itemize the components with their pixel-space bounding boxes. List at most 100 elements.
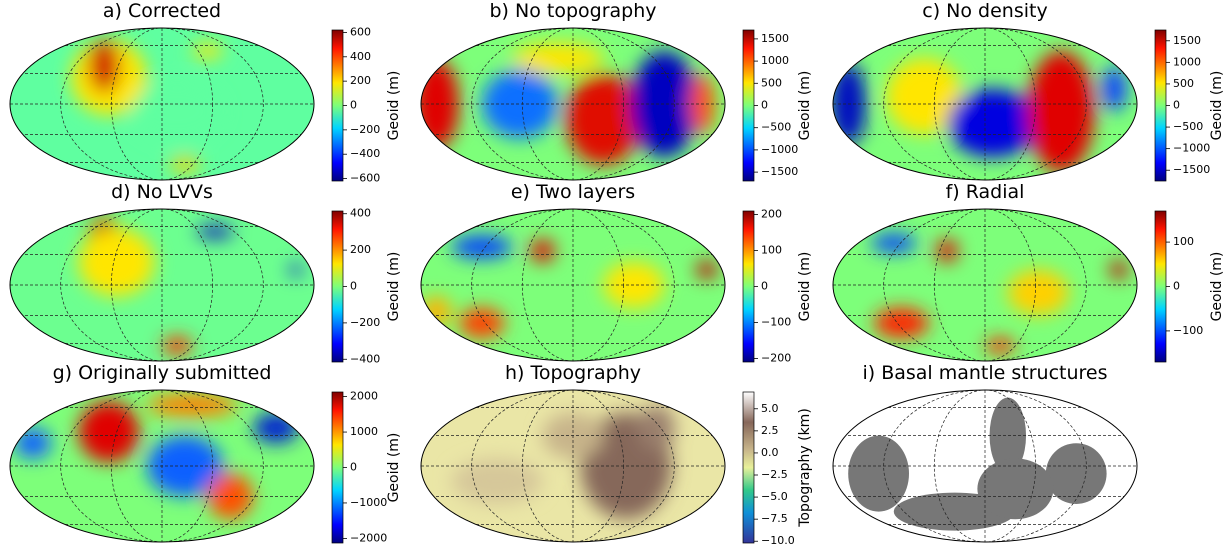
colorbar-tick-label: 5.0	[761, 402, 779, 415]
panel: c) No density−1500−1000−500050010001500G…	[830, 0, 1225, 181]
figure: a) Corrected−600−400−2000200400600Geoid …	[0, 0, 1225, 550]
map-feature	[874, 308, 929, 338]
map-feature	[78, 401, 139, 462]
map-feature	[290, 264, 302, 276]
panel-title: b) No topography	[489, 0, 656, 22]
map-feature	[459, 308, 505, 338]
colorbar-tick-label: 500	[1173, 77, 1194, 90]
map-feature	[638, 405, 674, 451]
colorbar-tick-label: 200	[350, 74, 371, 87]
colorbar-tick-label: 0	[1173, 99, 1180, 112]
map-feature	[170, 157, 200, 172]
map-feature	[530, 239, 554, 262]
map-feature	[197, 226, 233, 238]
colorbar-tick-label: 100	[1173, 235, 1194, 248]
map-feature	[78, 228, 154, 296]
map-feature	[1028, 51, 1095, 173]
colorbar-tick-label: −1000	[761, 143, 798, 156]
panel-title: d) No LVVs	[111, 181, 213, 203]
map	[10, 28, 314, 180]
colorbar-tick-label: 400	[350, 207, 371, 220]
map-feature	[253, 413, 299, 443]
colorbar	[332, 30, 343, 181]
map-feature	[1110, 261, 1128, 279]
colorbar-label: Geoid (m)	[797, 71, 813, 141]
panel: f) Radial−1000100Geoid (m)	[833, 181, 1225, 362]
map-feature	[1046, 443, 1107, 504]
panel-title: c) No density	[922, 0, 1047, 22]
map-feature	[162, 337, 192, 355]
map	[833, 209, 1137, 361]
colorbar-tick-label: 2000	[350, 390, 378, 403]
panel-title: a) Corrected	[103, 0, 221, 22]
colorbar	[743, 211, 754, 362]
colorbar-tick-label: −500	[761, 121, 791, 134]
colorbar-label: Geoid (m)	[1209, 71, 1225, 141]
map-feature	[89, 39, 119, 92]
panel: d) No LVVs −400 −200 0 200 400 Geoid (m)	[10, 181, 402, 365]
colorbar-tick-label: −100	[761, 315, 791, 328]
colorbar	[332, 211, 343, 362]
colorbar-tick-label: 0	[350, 280, 357, 293]
colorbar-tick-label: 400	[350, 50, 371, 63]
colorbar-tick-label: −400	[350, 147, 380, 160]
map	[413, 28, 725, 180]
colorbar-tick-label: −2.5	[761, 468, 788, 481]
colorbar-tick-label: −1500	[1173, 163, 1210, 176]
colorbar	[743, 392, 754, 543]
colorbar-tick-label: 1000	[761, 54, 789, 67]
colorbar-tick-label: 0	[350, 99, 357, 112]
map-feature	[977, 458, 1053, 519]
colorbar-label: Geoid (m)	[386, 252, 402, 322]
colorbar-tick-label: −2000	[350, 531, 387, 544]
colorbar	[332, 392, 343, 543]
map	[421, 209, 725, 361]
colorbar-tick-label: −200	[350, 316, 380, 329]
colorbar-tick-label: −1500	[761, 165, 798, 178]
colorbar-label: Geoid (m)	[386, 71, 402, 141]
panel-title: h) Topography	[505, 362, 641, 384]
colorbar	[1155, 211, 1166, 362]
colorbar-label: Topography (km)	[797, 408, 813, 528]
map-feature	[512, 43, 603, 73]
colorbar-tick-label: 0	[761, 280, 768, 293]
map-feature	[1102, 66, 1126, 112]
colorbar-label: Geoid (m)	[1209, 252, 1225, 322]
colorbar-tick-label: 0	[1173, 280, 1180, 293]
map-feature	[871, 234, 917, 252]
colorbar	[1155, 30, 1166, 181]
panel-title: g) Originally submitted	[53, 362, 272, 384]
colorbar-tick-label: −200	[761, 351, 791, 364]
colorbar-tick-label: 1500	[761, 32, 789, 45]
colorbar-tick-label: 500	[761, 76, 782, 89]
panel-title: f) Radial	[946, 181, 1025, 203]
map-feature	[451, 236, 512, 259]
map-feature	[132, 81, 223, 142]
colorbar-tick-label: 1000	[1173, 55, 1201, 68]
panel-title: e) Two layers	[511, 181, 635, 203]
colorbar-tick-label: −200	[350, 123, 380, 136]
colorbar-tick-label: 0.0	[761, 446, 779, 459]
map	[10, 209, 314, 361]
map	[421, 390, 725, 542]
colorbar-tick-label: −10.0	[761, 534, 795, 547]
colorbar-tick-label: −1000	[1173, 142, 1210, 155]
colorbar-tick-label: 2.5	[761, 424, 779, 437]
colorbar-tick-label: −400	[350, 352, 380, 365]
colorbar-tick-label: 0	[761, 99, 768, 112]
colorbar-tick-label: 1500	[1173, 34, 1201, 47]
colorbar-tick-label: 200	[350, 243, 371, 256]
panel: i) Basal mantle structures	[833, 362, 1137, 542]
colorbar-tick-label: 0	[350, 461, 357, 474]
colorbar-tick-label: 600	[350, 25, 371, 38]
map-feature	[565, 74, 641, 165]
panel-title: i) Basal mantle structures	[862, 362, 1107, 384]
map-feature	[947, 89, 1038, 157]
map	[10, 390, 314, 542]
colorbar-tick-label: −5.0	[761, 490, 788, 503]
panel: b) No topography −1500 −1000 −500 0 500 1000 15…	[413, 0, 813, 181]
colorbar-tick-label: −1000	[350, 496, 387, 509]
colorbar-label: Geoid (m)	[386, 433, 402, 503]
